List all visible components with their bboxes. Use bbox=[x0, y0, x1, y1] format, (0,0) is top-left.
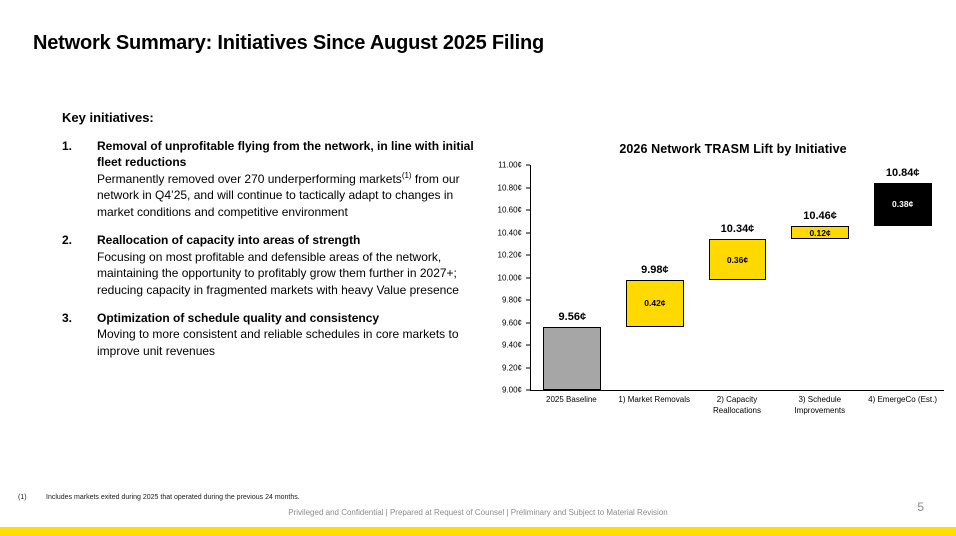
y-axis-tick-mark bbox=[526, 299, 530, 301]
initiative-2-number: 2. bbox=[62, 233, 73, 248]
y-axis-tick-label: 10.20¢ bbox=[497, 250, 522, 260]
chart-title: 2026 Network TRASM Lift by Initiative bbox=[619, 142, 847, 156]
footnote-text: Includes markets exited during 2025 that… bbox=[46, 494, 300, 501]
y-axis-tick-label: 9.20¢ bbox=[501, 363, 522, 372]
x-axis-category-label: 4) EmergeCo (Est.) bbox=[868, 395, 938, 404]
key-initiatives-heading: Key initiatives: bbox=[62, 110, 154, 125]
initiative-1-body-post: from our network in Q4’25, and will cont… bbox=[97, 171, 460, 219]
bar-total-label: 9.98¢ bbox=[641, 263, 669, 276]
initiative-item-3: 3. Optimization of schedule quality and … bbox=[62, 310, 484, 359]
y-axis-tick-mark bbox=[526, 232, 530, 233]
chart-y-axis: 9.00¢ 9.20¢ 9.40¢ 9.60¢ 9.80¢ 10.00¢ 10.20¢ 10.… bbox=[492, 161, 530, 395]
bar-segment-label: 0.38¢ bbox=[892, 199, 914, 210]
initiative-item-2: 2. Reallocation of capacity into areas o… bbox=[62, 232, 484, 298]
y-axis-tick-label: 9.00¢ bbox=[501, 385, 522, 395]
y-axis-tick-mark bbox=[526, 389, 530, 391]
waterfall-bar: 0.38¢ bbox=[873, 183, 932, 226]
bar-total-label: 10.46¢ bbox=[803, 209, 837, 222]
initiative-3-number: 3. bbox=[62, 310, 73, 325]
trasm-waterfall-chart: 2026 Network TRASM Lift by Initiative 9.… bbox=[492, 142, 944, 417]
initiative-1-title: Removal of unprofitable flying from the … bbox=[97, 139, 474, 170]
initiative-2-text: Reallocation of capacity into areas of s… bbox=[97, 232, 479, 298]
initiative-1-body: Permanently removed over 270 underperfor… bbox=[97, 171, 479, 220]
y-axis-tick-label: 9.60¢ bbox=[501, 318, 522, 327]
footnote-marker: (1) bbox=[18, 494, 27, 501]
y-axis-tick-label: 11.00¢ bbox=[498, 160, 522, 170]
initiative-3-body: Moving to more consistent and reliable s… bbox=[97, 327, 459, 358]
initiative-item-1: 1. Removal of unprofitable flying from t… bbox=[62, 138, 484, 220]
waterfall-bar bbox=[543, 327, 602, 390]
waterfall-bar: 0.12¢ bbox=[791, 225, 849, 240]
initiative-3-text: Optimization of schedule quality and con… bbox=[97, 310, 479, 359]
initiative-1-number: 1. bbox=[62, 139, 73, 153]
bar-segment-label: 0.12¢ bbox=[809, 227, 831, 238]
bar-total-label: 9.56¢ bbox=[558, 311, 587, 323]
y-axis-tick-label: 9.80¢ bbox=[501, 295, 522, 305]
y-axis-tick-label: 9.40¢ bbox=[501, 340, 522, 350]
accent-bar bbox=[0, 527, 956, 536]
chart-x-axis: 2025 Baseline 1) Market Removals 2) Capaci… bbox=[530, 395, 944, 417]
x-axis-category-label: 2) Capacity Reallocations bbox=[712, 395, 761, 415]
footnote-reference: (1) bbox=[401, 170, 412, 180]
key-initiatives-section: Key initiatives: 1. Removal of unprofita… bbox=[62, 110, 484, 371]
y-axis-tick-mark bbox=[526, 187, 530, 188]
y-axis-tick-label: 10.80¢ bbox=[497, 183, 522, 192]
waterfall-bar: 0.36¢ bbox=[708, 239, 767, 280]
x-axis-category-label: 3) Schedule Improvements bbox=[794, 395, 846, 415]
y-axis-tick-mark bbox=[526, 254, 530, 256]
waterfall-bar: 0.42¢ bbox=[625, 279, 684, 327]
y-axis-tick-mark bbox=[526, 164, 530, 166]
confidentiality-footer: Privileged and Confidential | Prepared a… bbox=[288, 508, 668, 517]
initiative-2-body: Focusing on most profitable and defensib… bbox=[97, 249, 459, 297]
y-axis-tick-mark bbox=[526, 322, 530, 323]
bar-total-label: 10.34¢ bbox=[720, 223, 755, 236]
y-axis-tick-mark bbox=[526, 344, 530, 346]
y-axis-tick-mark bbox=[526, 209, 530, 211]
initiative-3-title: Optimization of schedule quality and con… bbox=[97, 310, 380, 325]
y-axis-tick-mark bbox=[526, 277, 530, 278]
y-axis-tick-label: 10.40¢ bbox=[497, 228, 522, 237]
initiative-2-title: Reallocation of capacity into areas of s… bbox=[97, 233, 361, 248]
slide-title: Network Summary: Initiatives Since Augus… bbox=[33, 32, 545, 54]
y-axis-tick-label: 10.60¢ bbox=[497, 205, 522, 215]
page-number: 5 bbox=[917, 500, 924, 514]
chart-body: 9.00¢ 9.20¢ 9.40¢ 9.60¢ 9.80¢ 10.00¢ 10.20¢ 10.… bbox=[492, 161, 944, 395]
bar-segment-label: 0.36¢ bbox=[726, 254, 749, 265]
initiative-1-body-pre: Permanently removed over 270 underperfor… bbox=[97, 171, 402, 186]
y-axis-tick-label: 10.00¢ bbox=[497, 273, 522, 282]
bar-total-label: 10.84¢ bbox=[885, 167, 920, 179]
chart-plot-area: 9.56¢ 0.42¢ 9.98¢ 0.36¢ 10.34¢ 0.12¢ 10.46¢ 0.3… bbox=[526, 164, 944, 391]
y-axis-tick-mark bbox=[526, 367, 530, 368]
bar-segment-label: 0.42¢ bbox=[644, 298, 666, 309]
initiative-1-text: Removal of unprofitable flying from the … bbox=[97, 138, 479, 220]
x-axis-category-label: 1) Market Removals bbox=[618, 395, 690, 404]
footnote: (1) Includes markets exited during 2025 … bbox=[0, 494, 956, 504]
x-axis-category-label: 2025 Baseline bbox=[546, 395, 597, 404]
